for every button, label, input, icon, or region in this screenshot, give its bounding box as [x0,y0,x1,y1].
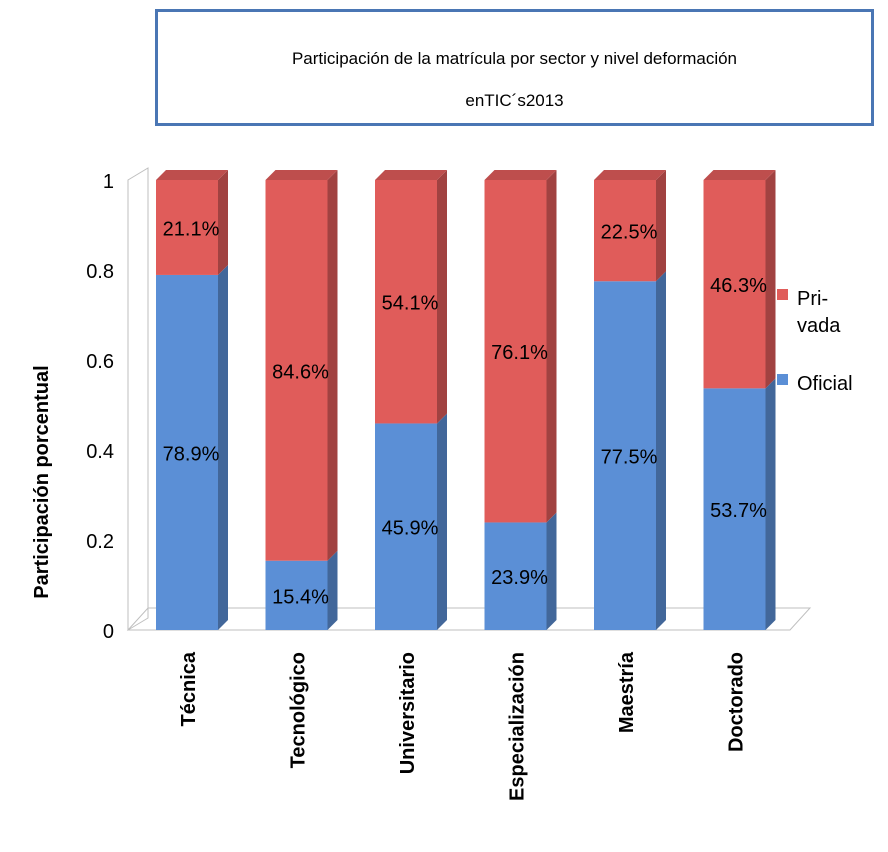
y-tick-label: 0.4 [86,441,114,463]
data-label: 76.1% [491,342,548,364]
y-tick-label: 0.2 [86,531,114,553]
x-category-label: Técnica [178,651,200,726]
bar-privada-top [375,170,447,180]
chart-subtitle: enTIC´s2013 [465,91,564,110]
data-label: 53.7% [710,500,767,522]
bar-oficial-side [656,271,666,630]
bar-privada [484,180,547,523]
x-category-label: Especialización [507,652,529,801]
bar-privada-side [546,170,557,523]
legend-label: Pri- [797,288,828,310]
bar-privada-top [703,170,776,180]
x-category-label: Universitario [397,652,419,774]
bar-oficial [594,281,656,630]
data-label: 45.9% [382,518,439,540]
y-tick-label: 0.8 [86,261,114,283]
legend-label: vada [797,315,841,337]
bar-oficial-side [218,264,228,630]
bar-privada-top [265,170,338,180]
data-label: 78.9% [163,443,220,465]
bar-oficial-side [546,512,557,630]
legend-label: Oficial [797,373,853,395]
bar-privada [703,180,766,389]
x-category-label: Tecnológico [288,652,310,768]
side-wall [127,167,149,631]
x-category-label: Maestría [616,651,638,733]
bar-oficial-side [765,378,776,630]
bar-oficial-side [437,413,447,630]
bar-privada-side [656,170,666,282]
chart-title: Participación de la matrícula por sector… [291,49,738,68]
chart-title-box: Participación de la matrícula por sector… [155,9,874,126]
bar-oficial [375,423,437,630]
legend-swatch [777,289,788,300]
bar-privada-side [327,170,338,561]
bar-oficial-side [327,550,338,630]
data-label: 46.3% [710,275,767,297]
bar-privada [594,180,656,282]
bar-privada [265,180,328,561]
bar-privada [156,180,218,275]
bar-oficial [265,560,328,630]
bar-privada-top [484,170,557,180]
data-label: 15.4% [272,586,329,608]
legend-swatch [777,374,788,385]
x-category-label: Doctorado [726,652,748,752]
y-tick-label: 0.6 [86,351,114,373]
data-label: 23.9% [491,567,548,589]
bar-privada-side [218,170,228,275]
bar-privada-side [437,170,447,424]
bar-privada-top [594,170,666,180]
data-label: 77.5% [601,447,658,469]
data-label: 54.1% [382,293,439,315]
y-tick-label: 1 [103,171,114,193]
bar-oficial [703,388,766,630]
data-label: 21.1% [163,218,220,240]
data-label: 84.6% [272,361,329,383]
data-label: 22.5% [601,222,658,244]
bar-privada-top [156,170,228,180]
bar-privada [375,180,437,424]
y-axis-label: Participación porcentual [31,365,53,598]
bar-privada-side [765,170,776,389]
bar-oficial [156,274,218,630]
bar-oficial [484,522,547,630]
y-tick-label: 0 [103,621,114,643]
